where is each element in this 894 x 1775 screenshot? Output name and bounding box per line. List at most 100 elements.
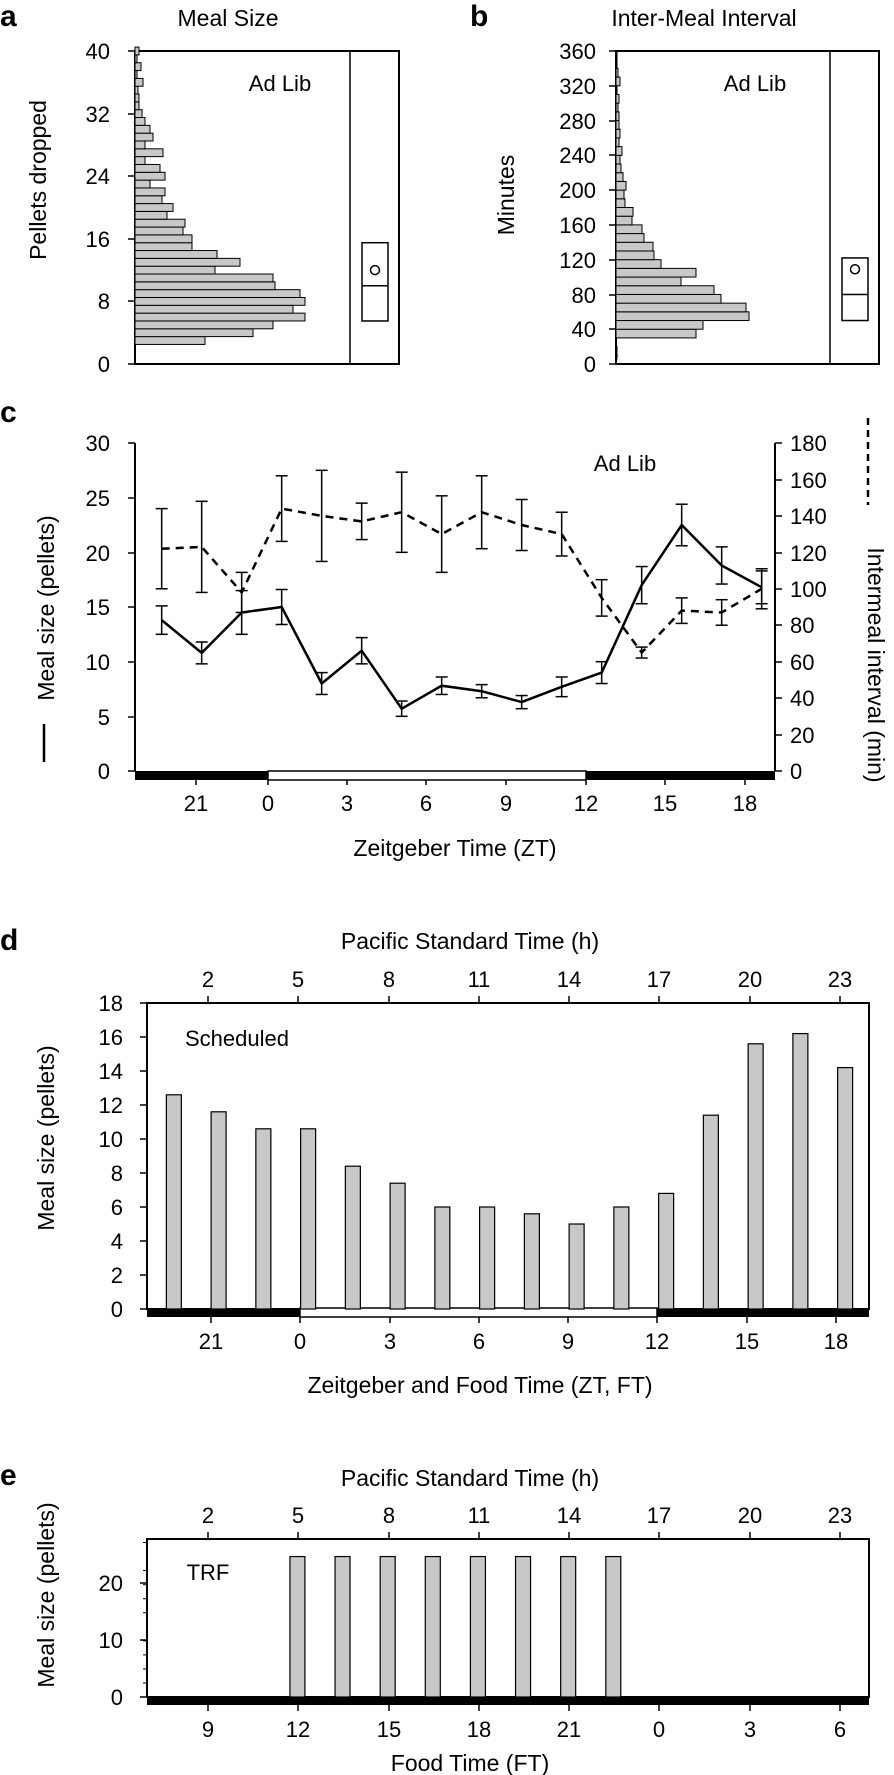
panel-c-error-bar [635,565,648,605]
panel-e-minor-ticks [143,1542,147,1684]
panel-a-bar [134,226,184,236]
panel-b-y-ticks: 0 40 80 120 160 200 240 280 320 360 [559,39,616,377]
tick-label: 18 [467,1717,491,1742]
panel-b-bar [615,163,622,174]
panel-b-bar [615,85,618,95]
panel-e-xtick: 9 [202,1705,214,1742]
panel-c-y2tick: 120 [775,541,827,566]
tick-label: 23 [828,1503,852,1528]
panel-b-y-axis-label: Minutes [493,155,519,236]
panel-c-error-bar [555,676,568,698]
panel-a-bar [134,273,274,283]
panel-d-ytick: 12 [99,1093,147,1118]
panel-d-ytick: 6 [111,1195,147,1220]
panel-d-top-tick: 14 [557,967,581,1003]
tick-label: 3 [744,1717,756,1742]
tick-label: 240 [559,143,596,168]
panel-b-bar [615,137,620,148]
tick-label: 18 [99,991,123,1016]
panel-d-bar [210,1111,227,1310]
tick-label: 8 [383,1503,395,1528]
panel-c-ytick: 20 [86,541,135,566]
panel-a-y-axis-label: Pellets dropped [25,100,51,260]
panel-c-dark-phase-bar [135,771,268,780]
panel-a-box-mean [369,264,381,276]
panel-a-bar [134,140,146,150]
panel-a-bar [134,163,161,173]
tick-label: 30 [86,431,110,456]
tick-label: 18 [733,791,757,816]
panel-c-ticks: 0 5 10 15 20 25 30 0 20 40 60 80 100 120… [86,431,827,816]
panel-e-top-tick: 8 [383,1503,395,1539]
panel-c-xtick: 15 [653,779,677,816]
tick-label: 17 [647,1503,671,1528]
panel-c-y2tick: 140 [775,504,827,529]
panel-b-annotation: Ad Lib [724,71,786,96]
tick-label: 3 [341,791,353,816]
panel-a-bar [134,101,140,111]
tick-label: 80 [790,613,814,638]
panel-e-frame [146,1538,870,1698]
panel-c-y2-axis-label: Intermeal interval (min) [863,547,889,782]
panel-e-xtick: 3 [744,1705,756,1742]
panel-b-ytick: 40 [572,317,616,342]
panel-b-ytick: 360 [559,39,616,64]
panel-a-bar [134,250,218,259]
panel-e-bar [605,1555,622,1698]
panel-b-bar [615,180,627,191]
panel-b-bar [615,50,618,61]
tick-label: 6 [420,791,432,816]
panel-b-bar [615,267,697,278]
panel-c-ytick: 15 [86,595,135,620]
panel-b-ytick: 240 [559,143,616,168]
panel-a-bar [134,132,154,142]
panel-a-bar [134,46,140,56]
panel-c-error-bar [435,495,448,574]
panel-b-bar [615,172,624,182]
panel-c-ytick: 10 [86,650,135,675]
panel-a-bar [134,195,163,205]
panel-d-bar [300,1128,317,1310]
panel-c-ytick: 30 [86,431,135,456]
tick-label: 3 [384,1329,396,1354]
tick-label: 25 [86,486,110,511]
panel-b-bar [615,241,654,252]
panel-b-bar [615,328,697,339]
tick-label: 21 [199,1329,223,1354]
panel-a-bar [134,148,164,158]
panel-c-intermeal-interval-line [161,507,763,655]
panel-label-e: e [0,1459,17,1492]
panel-e-bar [424,1555,441,1698]
panel-d-bar [837,1066,854,1310]
panel-e-dark-phase-bar [147,1696,869,1705]
panel-e-top-tick: 23 [828,1503,852,1539]
panel-e-top-tick: 14 [557,1503,581,1539]
panel-c-error-bar [275,588,288,626]
panel-a-bar [134,93,140,103]
panel-e-top-tick: 17 [647,1503,671,1539]
panel-c-error-bar [155,507,168,590]
panel-c-ytick: 25 [86,486,135,511]
tick-label: 24 [86,164,110,189]
panel-d-dark-phase-bar-2 [657,1308,869,1317]
panel-c-error-bar [435,676,448,696]
panel-a-bar [134,203,174,212]
tick-label: 18 [824,1329,848,1354]
panel-b-bar [615,76,621,87]
panel-b-ytick: 0 [584,352,616,377]
panel-d-xtick: 12 [645,1317,669,1354]
panel-d-xtick: 18 [824,1317,848,1354]
panel-c-error-bar [755,567,768,610]
panel-c-error-bar [475,475,488,550]
tick-label: 2 [202,1503,214,1528]
panel-d-bar [344,1165,361,1310]
panel-b-bar [615,67,619,78]
panel-b-bar [615,93,620,104]
tick-label: 0 [584,352,596,377]
panel-c-error-bar [315,671,328,696]
tick-label: 11 [468,1503,491,1528]
panel-d-bar [165,1094,182,1310]
panel-b-bar [615,224,643,235]
panel-d-annotation: Scheduled [185,1026,289,1051]
panel-b-ytick: 280 [559,109,616,134]
